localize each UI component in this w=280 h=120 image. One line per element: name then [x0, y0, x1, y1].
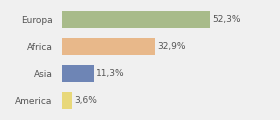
- Text: 3,6%: 3,6%: [74, 96, 97, 105]
- Text: 32,9%: 32,9%: [157, 42, 186, 51]
- Bar: [62, 65, 94, 82]
- Bar: [62, 38, 155, 55]
- Text: 11,3%: 11,3%: [96, 69, 124, 78]
- Bar: [62, 11, 210, 28]
- Text: 52,3%: 52,3%: [212, 15, 241, 24]
- Bar: [62, 92, 72, 109]
